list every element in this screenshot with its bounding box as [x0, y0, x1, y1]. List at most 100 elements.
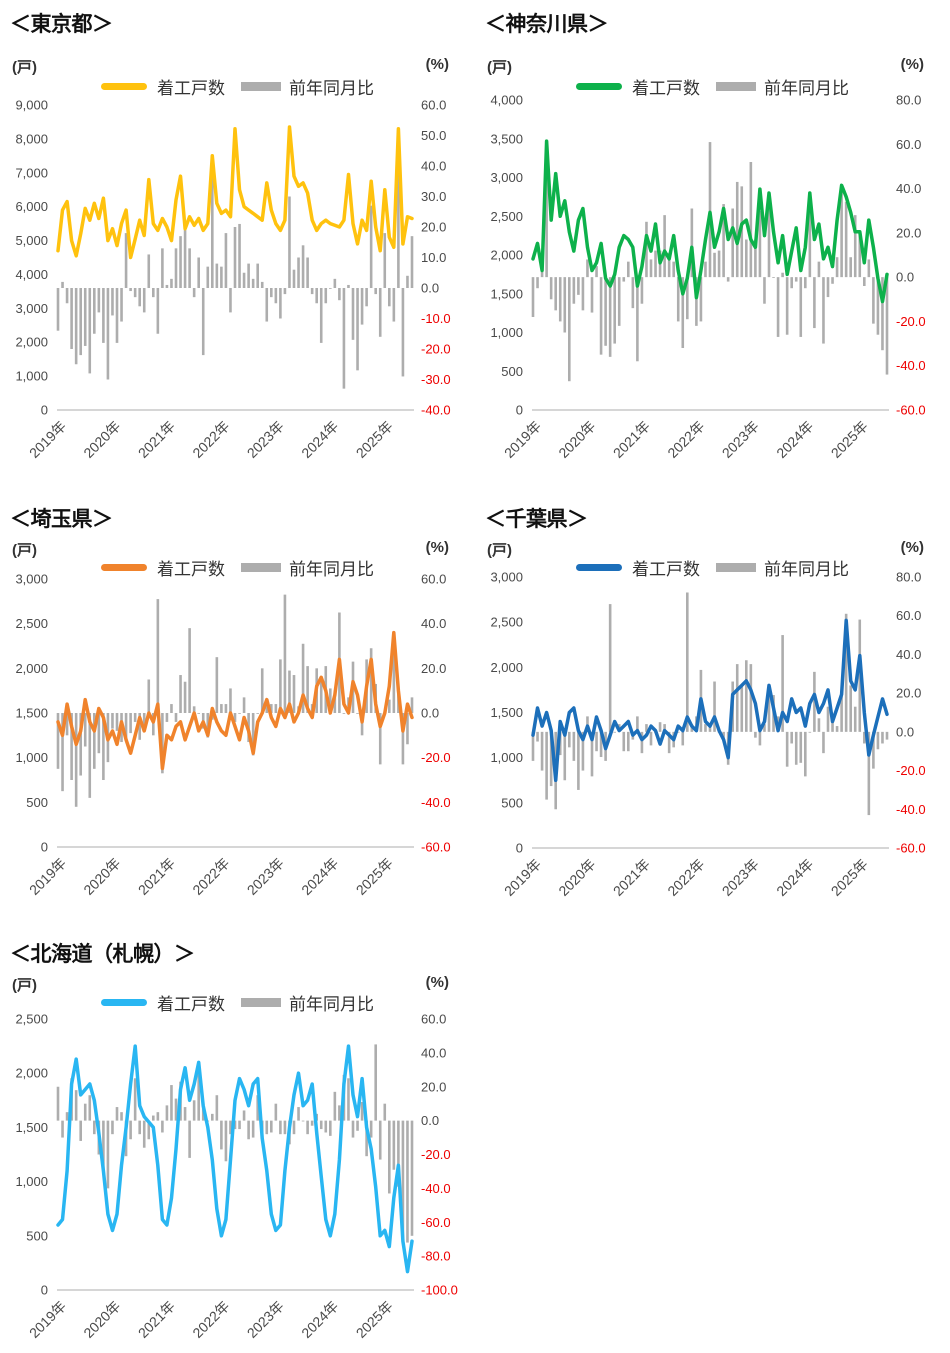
legend: 着工戸数 前年同月比	[0, 74, 475, 99]
left-axis-unit: (戸)	[487, 542, 512, 559]
svg-text:-60.0: -60.0	[421, 840, 451, 855]
svg-text:1,500: 1,500	[490, 286, 523, 301]
right-axis-unit: (%)	[425, 539, 449, 556]
chart-title: ＜北海道（札幌）＞	[10, 943, 195, 966]
svg-text:2,500: 2,500	[490, 615, 523, 630]
legend-line-label: 着工戸数	[632, 560, 700, 579]
svg-text:0.0: 0.0	[421, 281, 439, 296]
right-axis-unit: (%)	[425, 974, 449, 991]
svg-text:-40.0: -40.0	[421, 403, 451, 418]
line-legend-swatch	[101, 83, 147, 90]
svg-text:2023年: 2023年	[244, 1298, 287, 1341]
svg-text:500: 500	[26, 795, 48, 810]
svg-text:500: 500	[26, 1228, 48, 1243]
svg-text:40.0: 40.0	[896, 181, 921, 196]
svg-text:2022年: 2022年	[189, 418, 232, 461]
svg-text:4,000: 4,000	[490, 93, 523, 108]
svg-text:2021年: 2021年	[610, 418, 653, 461]
legend: 着工戸数 前年同月比	[475, 555, 950, 580]
svg-text:2023年: 2023年	[719, 856, 762, 899]
svg-text:2024年: 2024年	[298, 855, 341, 898]
svg-text:2023年: 2023年	[719, 418, 762, 461]
left-axis-unit: (戸)	[12, 977, 37, 994]
svg-text:-60.0: -60.0	[896, 403, 926, 418]
svg-text:2020年: 2020年	[80, 1298, 123, 1341]
legend-bar-label: 前年同月比	[289, 995, 374, 1014]
svg-text:2024年: 2024年	[773, 856, 816, 899]
svg-text:2021年: 2021年	[610, 856, 653, 899]
svg-text:0.0: 0.0	[421, 1113, 439, 1128]
svg-text:-40.0: -40.0	[421, 1181, 451, 1196]
svg-text:2022年: 2022年	[664, 418, 707, 461]
svg-text:2019年: 2019年	[26, 855, 69, 898]
svg-text:2024年: 2024年	[773, 418, 816, 461]
svg-text:2,000: 2,000	[490, 660, 523, 675]
svg-text:-60.0: -60.0	[421, 1215, 451, 1230]
svg-text:-40.0: -40.0	[421, 795, 451, 810]
svg-text:2019年: 2019年	[501, 418, 544, 461]
svg-text:2025年: 2025年	[353, 1298, 396, 1341]
svg-text:80.0: 80.0	[896, 93, 921, 108]
svg-text:-40.0: -40.0	[896, 802, 926, 817]
svg-text:4,000: 4,000	[15, 267, 48, 282]
svg-text:1,000: 1,000	[490, 750, 523, 765]
svg-text:60.0: 60.0	[896, 137, 921, 152]
svg-text:-30.0: -30.0	[421, 372, 451, 387]
svg-text:9,000: 9,000	[15, 98, 48, 113]
svg-text:40.0: 40.0	[421, 1045, 446, 1060]
svg-text:2020年: 2020年	[555, 856, 598, 899]
svg-text:2,000: 2,000	[15, 1066, 48, 1081]
svg-text:2,500: 2,500	[15, 1012, 48, 1027]
legend-line-label: 着工戸数	[157, 560, 225, 579]
right-axis-unit: (%)	[900, 56, 924, 73]
svg-text:2025年: 2025年	[353, 418, 396, 461]
svg-text:2,000: 2,000	[490, 248, 523, 263]
svg-text:20.0: 20.0	[421, 1079, 446, 1094]
svg-text:0.0: 0.0	[421, 706, 439, 721]
svg-text:20.0: 20.0	[421, 661, 446, 676]
chart-title: ＜千葉県＞	[485, 508, 588, 531]
svg-text:0: 0	[516, 841, 523, 856]
legend-bar-label: 前年同月比	[289, 560, 374, 579]
plot-area: 3,000 2,500 2,000 1,500 1,000 500 0 60.0 40.0 20.…	[15, 572, 451, 899]
plot-area: 2,500 2,000 1,500 1,000 500 0 60.0 40.0 20.0 0.0 -…	[15, 1012, 457, 1342]
svg-text:1,000: 1,000	[15, 1174, 48, 1189]
svg-text:3,000: 3,000	[490, 570, 523, 585]
svg-text:6,000: 6,000	[15, 199, 48, 214]
plot-area: 4,000 3,500 3,000 2,500 2,000 1,500 1,000 500 0 8…	[490, 93, 926, 462]
line-legend-swatch	[576, 83, 622, 90]
svg-text:2022年: 2022年	[189, 855, 232, 898]
svg-text:20.0: 20.0	[421, 220, 446, 235]
bar-legend-swatch	[716, 82, 756, 91]
legend-bar-label: 前年同月比	[764, 560, 849, 579]
svg-text:2023年: 2023年	[244, 418, 287, 461]
svg-text:1,000: 1,000	[490, 325, 523, 340]
svg-text:20.0: 20.0	[896, 225, 921, 240]
svg-text:2025年: 2025年	[828, 856, 871, 899]
svg-text:5,000: 5,000	[15, 233, 48, 248]
legend-line-label: 着工戸数	[157, 79, 225, 98]
svg-text:2021年: 2021年	[135, 418, 178, 461]
legend-line-label: 着工戸数	[157, 995, 225, 1014]
svg-text:1,500: 1,500	[15, 1120, 48, 1135]
chart-kanagawa: ＜神奈川県＞ (戸) (%) 着工戸数 前年同月比 4,000 3,500 3,00…	[475, 0, 950, 495]
svg-text:500: 500	[501, 795, 523, 810]
legend-bar-label: 前年同月比	[289, 79, 374, 98]
line-legend-swatch	[101, 999, 147, 1006]
svg-text:0: 0	[41, 403, 48, 418]
legend: 着工戸数 前年同月比	[0, 555, 475, 580]
svg-text:7,000: 7,000	[15, 165, 48, 180]
legend-line-label: 着工戸数	[632, 79, 700, 98]
left-axis-unit: (戸)	[487, 59, 512, 76]
svg-text:2020年: 2020年	[80, 418, 123, 461]
svg-text:2025年: 2025年	[353, 855, 396, 898]
svg-text:0: 0	[41, 1283, 48, 1298]
svg-text:2022年: 2022年	[189, 1298, 232, 1341]
svg-text:2023年: 2023年	[244, 855, 287, 898]
svg-text:2022年: 2022年	[664, 856, 707, 899]
plot-area: 3,000 2,500 2,000 1,500 1,000 500 0 80.0 60.0 40.…	[490, 570, 926, 900]
chart-chiba: ＜千葉県＞ (戸) (%) 着工戸数 前年同月比 3,000 2,500 2,000…	[475, 495, 950, 930]
svg-text:3,000: 3,000	[490, 170, 523, 185]
svg-text:50.0: 50.0	[421, 128, 446, 143]
svg-text:-10.0: -10.0	[421, 311, 451, 326]
